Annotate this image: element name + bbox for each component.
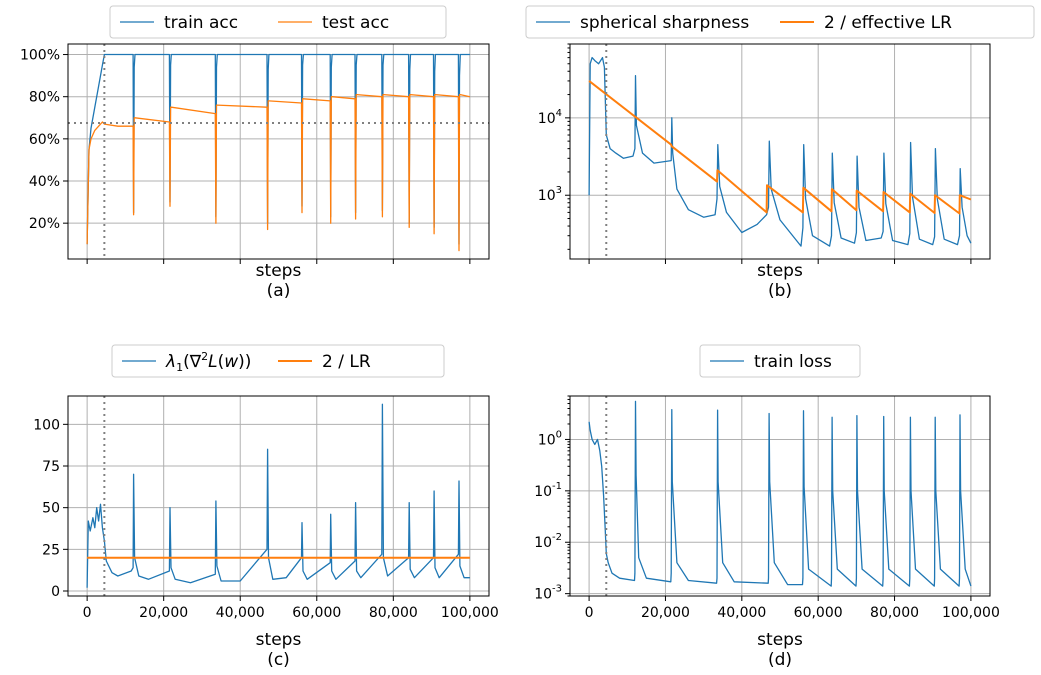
series-line-1	[588, 56, 972, 247]
plot-frame	[67, 43, 490, 260]
legend-label: 2 / LR	[322, 352, 371, 372]
series-group	[86, 53, 471, 252]
panel-label: (b)	[768, 281, 792, 301]
x-tick-label: 80,000	[369, 605, 418, 621]
y-tick-label: 20%	[29, 216, 60, 232]
chart-panel-d: 0 20,000 40,000 60,000 80,000 100,000 10-3 10-2…	[534, 344, 1000, 670]
y-tick-label: 80%	[29, 90, 60, 106]
y-tick-label: 25	[42, 542, 60, 558]
x-axis-label: steps	[256, 261, 302, 281]
x-tick-label: 100,000	[441, 605, 499, 621]
y-tick-label: 10-3	[534, 584, 562, 603]
plot-frame	[569, 395, 991, 597]
y-tick-label: 100%	[20, 48, 60, 64]
x-tick-label: 60,000	[292, 605, 341, 621]
x-tick-label: 0	[585, 605, 594, 621]
legend: train acc test acc	[109, 5, 447, 39]
plot-frame	[569, 43, 991, 260]
series-line-1	[86, 53, 470, 245]
chart-panel-b: 103 104 steps(b) spherical sharpness 2 / eff…	[525, 5, 1035, 301]
y-tick-label: 103	[538, 185, 562, 204]
legend-label: 2 / effective LR	[824, 13, 952, 33]
series-line-2	[588, 80, 972, 215]
x-axis-label: steps	[256, 630, 302, 650]
x-tick-label: 20,000	[139, 605, 188, 621]
x-tick-label: 60,000	[794, 605, 843, 621]
x-tick-label: 20,000	[641, 605, 690, 621]
chart-panel-a: 20% 40% 60% 80% 100% steps(a) train acc test ac…	[20, 5, 490, 301]
series-line-1	[588, 400, 972, 587]
y-tick-label: 10-1	[534, 481, 562, 500]
legend-label: λ1(∇2L(w))	[165, 350, 251, 374]
y-tick-label: 100	[33, 417, 60, 433]
series-line-1	[86, 403, 470, 588]
x-tick-label: 100,000	[942, 605, 1000, 621]
series-group	[588, 400, 972, 587]
y-tick-label: 10-2	[534, 532, 562, 551]
legend-label: train acc	[164, 13, 238, 33]
y-tick-label: 104	[538, 108, 562, 127]
x-tick-label: 40,000	[216, 605, 265, 621]
x-tick-label: 40,000	[717, 605, 766, 621]
y-tick-label: 60%	[29, 132, 60, 148]
y-tick-label: 50	[42, 501, 60, 517]
chart-panel-c: 0 20,000 40,000 60,000 80,000 100,000 0 25 50 75 1…	[33, 344, 499, 670]
y-tick-label: 0	[51, 584, 60, 600]
y-tick-label: 40%	[29, 174, 60, 190]
panel-label: (a)	[267, 281, 291, 301]
series-group	[588, 56, 972, 247]
x-axis-label: steps	[757, 630, 803, 650]
x-tick-label: 80,000	[870, 605, 919, 621]
legend-label: train loss	[754, 352, 832, 372]
y-tick-label: 75	[42, 459, 60, 475]
legend: train loss	[699, 344, 861, 378]
panel-label: (c)	[267, 650, 290, 670]
plot-frame	[67, 395, 490, 597]
panel-label: (d)	[768, 650, 792, 670]
x-axis-label: steps	[757, 261, 803, 281]
legend-label: spherical sharpness	[580, 13, 749, 33]
legend-label: test acc	[322, 13, 389, 33]
legend: λ1(∇2L(w)) 2 / LR	[111, 344, 445, 378]
x-tick-label: 0	[83, 605, 92, 621]
series-line-2	[86, 93, 471, 252]
legend: spherical sharpness 2 / effective LR	[525, 5, 1035, 39]
y-tick-label: 100	[538, 429, 562, 448]
series-group	[86, 403, 470, 588]
legend-box	[699, 344, 861, 378]
